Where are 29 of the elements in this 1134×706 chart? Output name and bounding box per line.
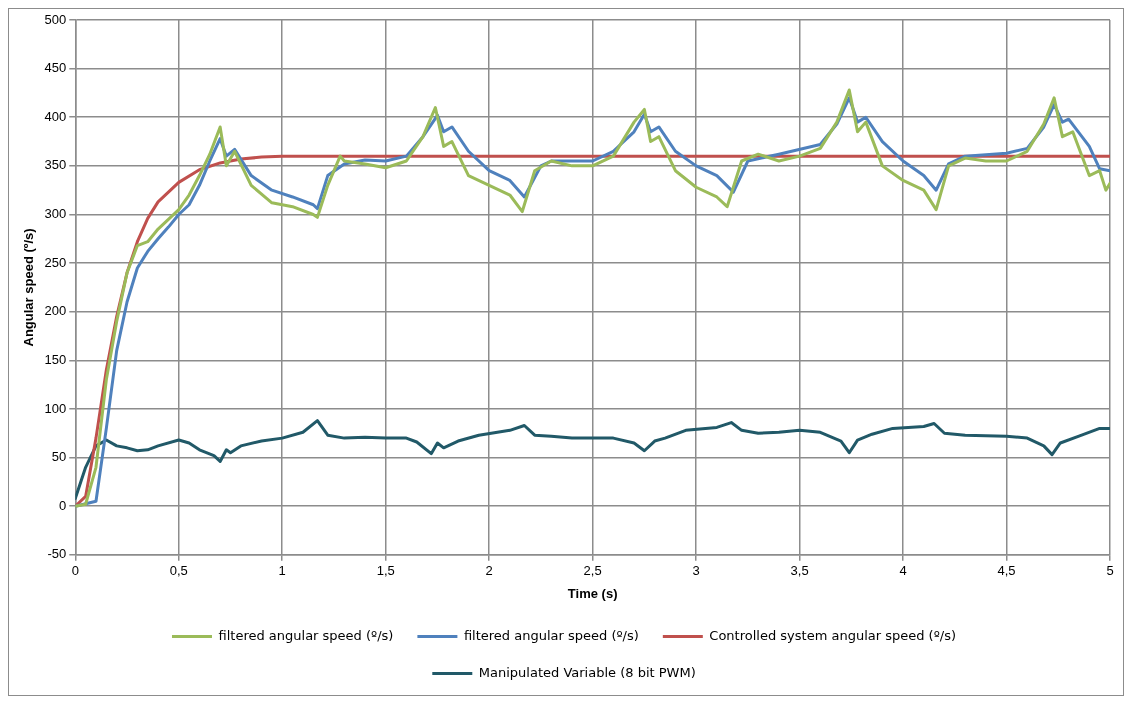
x-tick-label: 2,5: [583, 563, 602, 579]
legend-label: Controlled system angular speed (º/s): [709, 627, 957, 643]
x-axis-title: Time (s): [567, 585, 618, 601]
x-tick-label: 1,5: [376, 563, 395, 579]
x-tick-label: 4: [899, 563, 907, 579]
x-tick-label: 0: [71, 563, 79, 579]
legend-label: filtered angular speed (º/s): [218, 627, 394, 643]
y-tick-label: 300: [44, 206, 67, 222]
legend-label: Manipulated Variable (8 bit PWM): [478, 664, 696, 680]
y-tick-label: 50: [51, 449, 67, 465]
y-tick-label: 150: [44, 351, 67, 367]
y-tick-label: -50: [47, 546, 67, 562]
x-tick-label: 3,5: [790, 563, 809, 579]
x-tick-label: 2: [485, 563, 493, 579]
x-tick-label: 0,5: [169, 563, 188, 579]
y-tick-label: 450: [44, 60, 67, 76]
y-tick-label: 250: [44, 254, 67, 270]
x-tick-label: 1: [278, 563, 286, 579]
y-tick-label: 350: [44, 157, 67, 173]
y-tick-label: 200: [44, 303, 67, 319]
y-tick-label: 100: [44, 400, 67, 416]
x-tick-label: 3: [692, 563, 700, 579]
y-tick-label: 500: [44, 11, 67, 27]
x-tick-label: 5: [1106, 563, 1114, 579]
y-axis-title: Angular speed (º/s): [21, 228, 37, 347]
y-tick-label: 0: [59, 497, 67, 513]
x-tick-label: 4,5: [997, 563, 1016, 579]
legend-label: filtered angular speed (º/s): [463, 627, 639, 643]
y-tick-label: 400: [44, 108, 67, 124]
